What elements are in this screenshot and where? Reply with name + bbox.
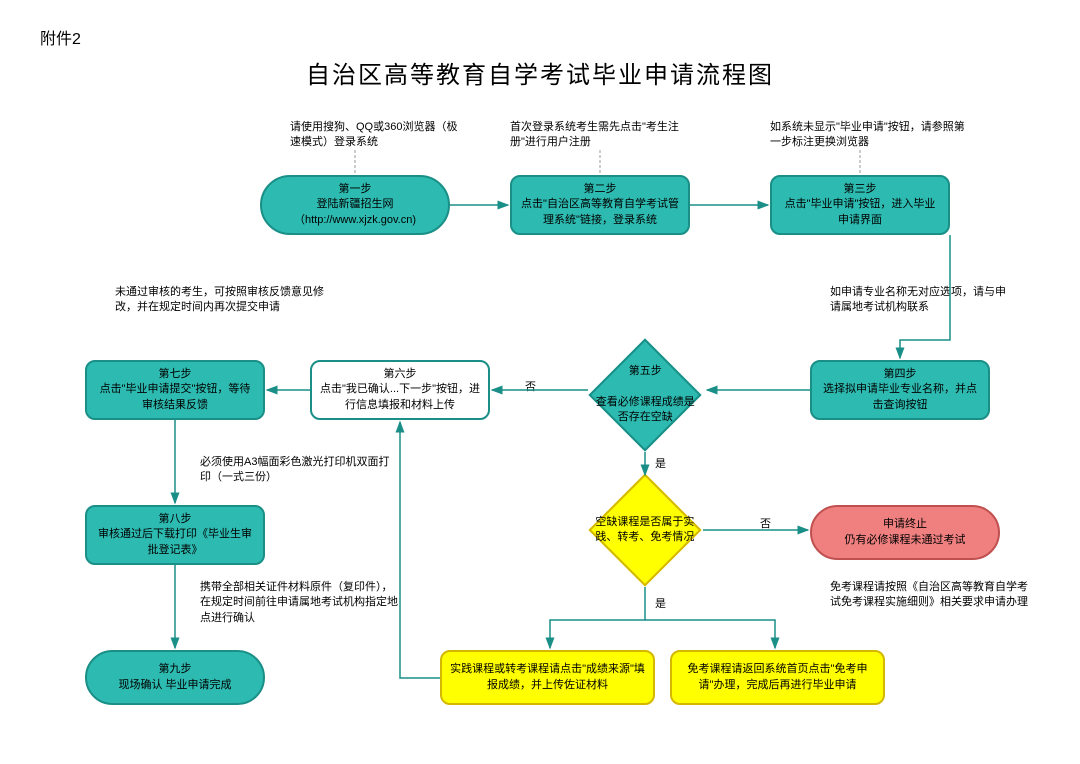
step-1: 第一步 登陆新疆招生网（http://www.xjzk.gov.cn) [260, 175, 450, 235]
label-no-2: 否 [760, 515, 771, 531]
step-6: 第六步 点击"我已确认...下一步"按钮，进行信息填报和材料上传 [310, 360, 490, 420]
note-2: 首次登录系统考生需先点击"考生注册"进行用户注册 [510, 120, 690, 151]
step-5-title: 第五步 [592, 364, 698, 379]
step-4-body: 选择拟申请毕业专业名称，并点击查询按钮 [820, 382, 980, 413]
note-3: 如系统未显示"毕业申请"按钮，请参照第一步标注更换浏览器 [770, 120, 970, 151]
step-3-title: 第三步 [844, 182, 877, 197]
step-4-title: 第四步 [884, 367, 917, 382]
step-3-body: 点击"毕业申请"按钮，进入毕业申请界面 [780, 197, 940, 228]
note-8: 免考课程请按照《自治区高等教育自学考试免考课程实施细则》相关要求申请办理 [830, 580, 1030, 611]
terminate: 申请终止 仍有必修课程未通过考试 [810, 505, 1000, 560]
flowchart-canvas: 附件2 自治区高等教育自学考试毕业申请流程图 请使用搜狗、QQ或360浏览器（极… [0, 0, 1080, 764]
exempt-body: 免考课程请返回系统首页点击"免考申请"办理，完成后再进行毕业申请 [680, 662, 875, 693]
label-no-1: 否 [525, 378, 536, 394]
step-3: 第三步 点击"毕业申请"按钮，进入毕业申请界面 [770, 175, 950, 235]
step-8: 第八步 审核通过后下载打印《毕业生审批登记表》 [85, 505, 265, 565]
note-4: 如申请专业名称无对应选项，请与申请属地考试机构联系 [830, 285, 1010, 316]
note-6: 必须使用A3幅面彩色激光打印机双面打印（一式三份） [200, 455, 390, 486]
terminate-body: 仍有必修课程未通过考试 [845, 533, 966, 548]
chart-title: 自治区高等教育自学考试毕业申请流程图 [0, 55, 1080, 90]
step-8-title: 第八步 [159, 512, 192, 527]
step-7-body: 点击"毕业申请提交"按钮，等待审核结果反馈 [95, 382, 255, 413]
step-5-body: 查看必修课程成绩是否存在空缺 [595, 396, 694, 423]
step-7-title: 第七步 [159, 367, 192, 382]
step-9-body: 现场确认 毕业申请完成 [118, 678, 231, 693]
exempt-box: 免考课程请返回系统首页点击"免考申请"办理，完成后再进行毕业申请 [670, 650, 885, 705]
step-4: 第四步 选择拟申请毕业专业名称，并点击查询按钮 [810, 360, 990, 420]
note-5: 未通过审核的考生，可按照审核反馈意见修改，并在规定时间内再次提交申请 [115, 285, 335, 316]
note-1: 请使用搜狗、QQ或360浏览器（极速模式）登录系统 [290, 120, 460, 151]
step-1-title: 第一步 [339, 182, 372, 197]
step-6-body: 点击"我已确认...下一步"按钮，进行信息填报和材料上传 [320, 382, 480, 413]
note-7: 携带全部相关证件材料原件（复印件），在规定时间前往申请属地考试机构指定地点进行确… [200, 580, 400, 626]
attachment-label: 附件2 [40, 25, 81, 49]
practice-body: 实践课程或转考课程请点击"成绩来源"填报成绩，并上传佐证材料 [450, 662, 645, 693]
step-6-title: 第六步 [384, 367, 417, 382]
step-9-title: 第九步 [159, 662, 192, 677]
decision-2-body: 空缺课程是否属于实践、转考、免考情况 [595, 516, 694, 543]
label-yes-2: 是 [655, 595, 666, 611]
step-7: 第七步 点击"毕业申请提交"按钮，等待审核结果反馈 [85, 360, 265, 420]
step-5-decision: 第五步 查看必修课程成绩是否存在空缺 [588, 338, 701, 451]
terminate-title: 申请终止 [883, 517, 927, 532]
label-yes-1: 是 [655, 455, 666, 471]
practice-box: 实践课程或转考课程请点击"成绩来源"填报成绩，并上传佐证材料 [440, 650, 655, 705]
step-8-body: 审核通过后下载打印《毕业生审批登记表》 [95, 527, 255, 558]
step-9: 第九步 现场确认 毕业申请完成 [85, 650, 265, 705]
step-2-body: 点击"自治区高等教育自学考试管理系统"链接，登录系统 [520, 197, 680, 228]
decision-2: 空缺课程是否属于实践、转考、免考情况 [588, 473, 701, 586]
step-2: 第二步 点击"自治区高等教育自学考试管理系统"链接，登录系统 [510, 175, 690, 235]
step-1-body: 登陆新疆招生网（http://www.xjzk.gov.cn) [270, 197, 440, 228]
step-2-title: 第二步 [584, 182, 617, 197]
